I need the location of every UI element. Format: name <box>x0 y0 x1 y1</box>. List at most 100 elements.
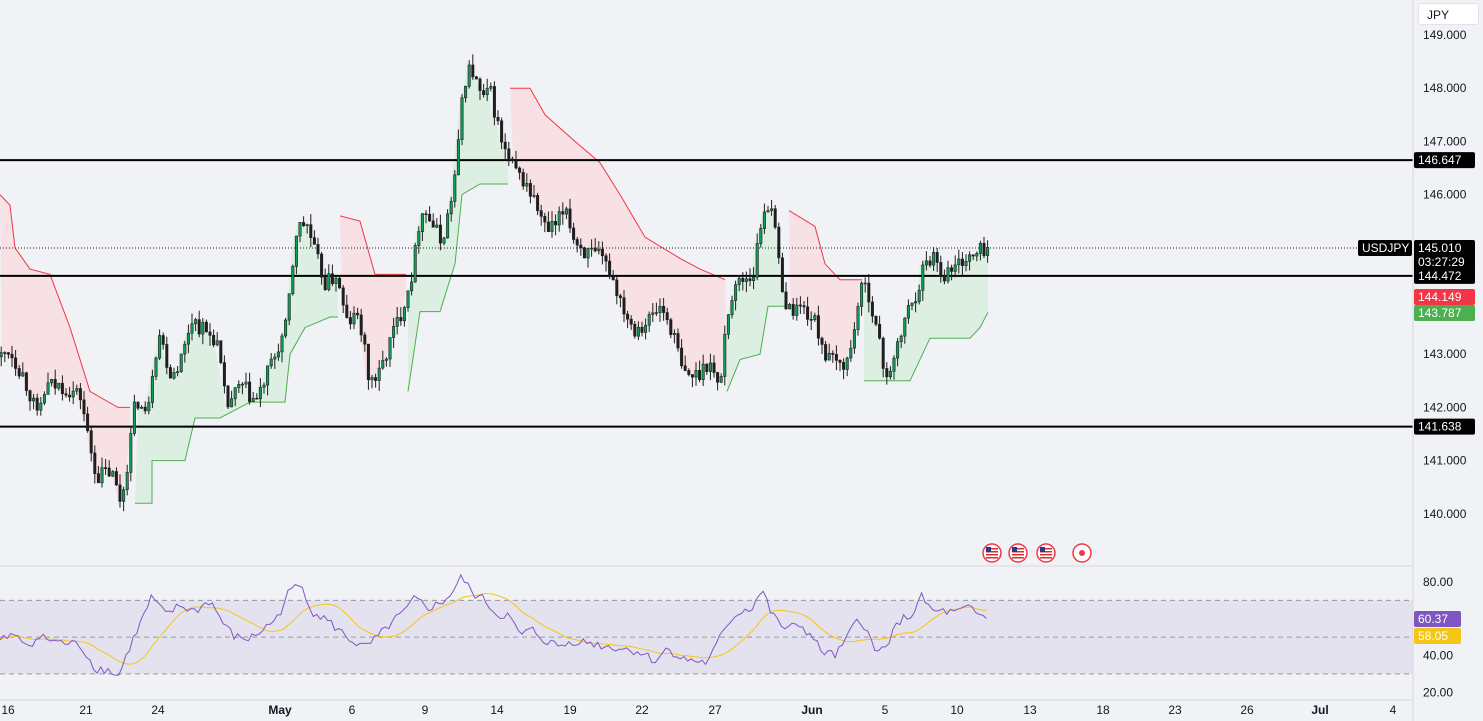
candle-body <box>568 208 572 229</box>
candle-body <box>453 174 457 202</box>
candle-body <box>514 160 518 169</box>
supertrend-down-tag-bg <box>1414 289 1475 305</box>
candle-body <box>104 467 108 469</box>
candle-body <box>964 261 968 266</box>
candle-body <box>262 384 266 388</box>
candle-body <box>370 377 374 381</box>
currency-button[interactable]: JPY <box>1418 3 1479 25</box>
candle-body <box>651 312 655 315</box>
time-axis-label: 10 <box>950 703 964 717</box>
level-tag: 146.647 <box>1414 152 1475 169</box>
candle-body <box>28 390 32 402</box>
candle-body <box>824 344 828 361</box>
candle-body <box>658 306 662 313</box>
candle-body <box>831 352 835 355</box>
time-axis-label: 9 <box>422 703 429 717</box>
candle-body <box>539 210 543 217</box>
candle-body <box>266 365 270 386</box>
record-icon <box>1072 543 1092 563</box>
candle-body <box>676 333 680 349</box>
candle-body <box>158 335 162 359</box>
candle-body <box>395 317 399 327</box>
candle-body <box>93 452 97 474</box>
candle-body <box>593 247 597 252</box>
candle-body <box>827 352 831 361</box>
candle-body <box>215 340 219 346</box>
candle-body <box>150 376 154 403</box>
candle-body <box>489 86 493 89</box>
candle-body <box>798 304 802 307</box>
candle-body <box>10 353 14 359</box>
price-axis-label: 142.000 <box>1423 400 1467 414</box>
price-axis-label: 147.000 <box>1423 134 1467 148</box>
candle-body <box>903 317 907 337</box>
candle-body <box>410 281 414 292</box>
us-flag-icon-ring <box>982 543 1002 563</box>
candle-body <box>741 277 745 282</box>
rsi-ma-tag: 58.05 <box>1414 628 1461 644</box>
rsi-line <box>0 573 987 676</box>
us-flag-stripe <box>1012 548 1024 550</box>
candle-body <box>597 248 601 252</box>
level-tag-bg <box>1414 267 1475 284</box>
us-flag-stripe <box>1040 551 1052 553</box>
candle-body <box>554 221 558 226</box>
candle-body <box>950 267 954 272</box>
candle-body <box>647 314 651 326</box>
candle-body <box>564 208 568 215</box>
level-tag-text: 141.638 <box>1418 420 1462 434</box>
candle-body <box>449 201 453 215</box>
candles <box>0 54 990 512</box>
candle-body <box>518 167 522 173</box>
candle-body <box>50 379 54 384</box>
candle-body <box>316 244 320 255</box>
candle-body <box>78 388 82 401</box>
candle-body <box>863 282 867 285</box>
us-flag-icon-ring <box>1008 543 1028 563</box>
candle-body <box>291 266 295 295</box>
candle-body <box>579 244 583 248</box>
candle-body <box>71 390 75 398</box>
candle-body <box>197 319 201 335</box>
candle-body <box>431 220 435 228</box>
candle-body <box>586 247 590 259</box>
time-axis-label: 26 <box>1240 703 1254 717</box>
symbol-tag-bg <box>1358 240 1412 256</box>
rsi-axis-label: 80.00 <box>1423 575 1453 589</box>
rsi-pane <box>0 573 1413 676</box>
candle-body <box>348 317 352 325</box>
supertrend-down-line <box>788 210 862 281</box>
candle-body <box>258 386 262 400</box>
candle-body <box>503 141 507 150</box>
candle-body <box>618 295 622 299</box>
rsi-ma-tag-bg <box>1414 628 1461 644</box>
candle-body <box>507 148 511 160</box>
symbol-tag-text: USDJPY <box>1362 241 1409 255</box>
candle-body <box>312 237 316 245</box>
time-axis-label: 18 <box>1096 703 1110 717</box>
candle-body <box>734 284 738 301</box>
candle-body <box>838 360 842 363</box>
rsi-axis-label: 20.00 <box>1423 685 1453 699</box>
level-tag: 141.638 <box>1414 418 1475 435</box>
candle-body <box>521 172 525 187</box>
candle-body <box>186 332 190 345</box>
candle-body <box>770 208 774 211</box>
candle-body <box>21 372 25 377</box>
supertrend-down-fill <box>510 88 725 383</box>
us-flag-icon-ring <box>1036 543 1056 563</box>
us-flag-canton <box>986 547 991 552</box>
supertrend-down-fill <box>0 194 130 502</box>
candle-body <box>237 384 241 388</box>
time-axis-label: 6 <box>349 703 356 717</box>
rsi-value-tag: 60.37 <box>1414 611 1461 627</box>
candle-body <box>381 360 385 369</box>
candle-body <box>604 255 608 262</box>
last-price-text: 145.010 <box>1418 241 1462 255</box>
time-axis-label: 5 <box>882 703 889 717</box>
candle-body <box>165 344 169 368</box>
candle-body <box>96 473 100 484</box>
time-axis-label: 16 <box>1 703 15 717</box>
candle-body <box>132 401 136 434</box>
